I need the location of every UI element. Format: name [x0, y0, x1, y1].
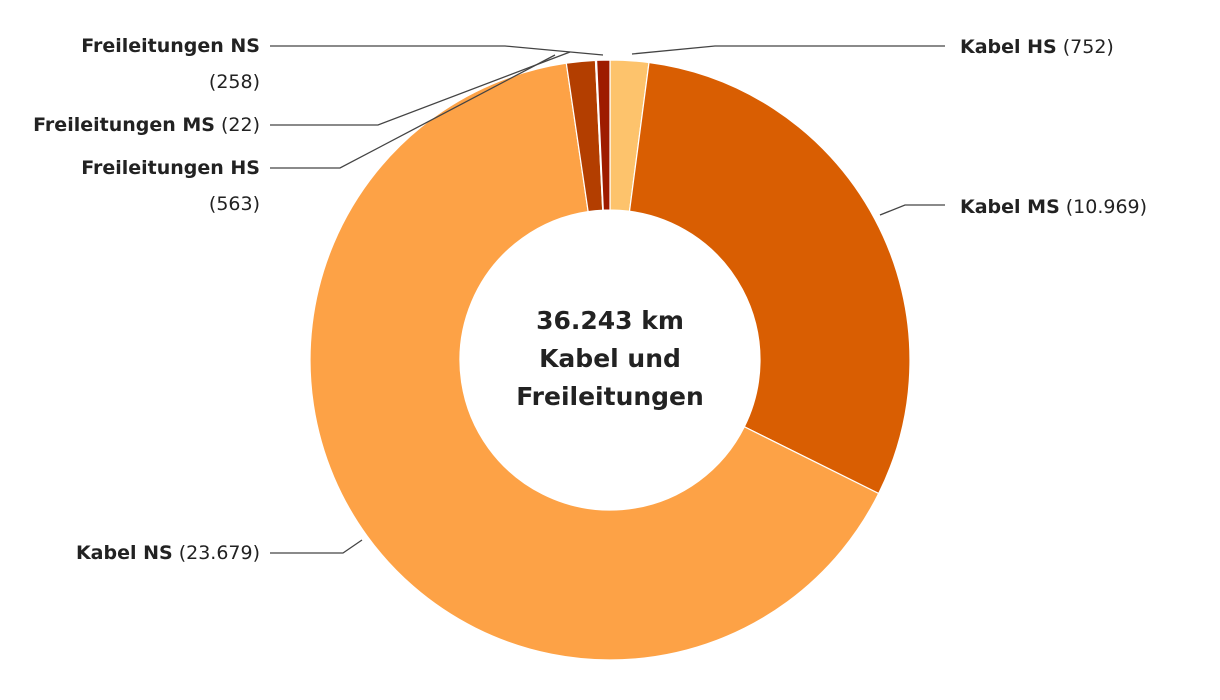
leader-line [270, 51, 571, 126]
slice-value: (22) [221, 114, 260, 136]
slice-label: Kabel MS (10.969) [960, 196, 1147, 218]
slice-label: Kabel NS (23.679) [76, 542, 260, 564]
leader-line [270, 539, 363, 554]
slice-value: (258) [209, 71, 260, 93]
slice-label: Freileitungen MS (22) [33, 114, 260, 136]
slice-value: (23.679) [179, 542, 260, 564]
leader-line [270, 45, 604, 56]
slice-name: Freileitungen MS [33, 114, 215, 136]
slice-name: Freileitungen HS [81, 157, 260, 179]
slice-name: Kabel MS [960, 196, 1060, 218]
slice-label: Kabel HS (752) [960, 36, 1114, 58]
center-label: Freileitungen [516, 382, 704, 411]
leader-line [879, 204, 945, 216]
leader-line [631, 45, 945, 55]
slice-name: Kabel NS [76, 542, 173, 564]
slice-name: Freileitungen NS [81, 35, 260, 57]
slice-value: (10.969) [1066, 196, 1147, 218]
slice [628, 61, 911, 495]
slice-label: Freileitungen NS (258) [81, 35, 260, 93]
center-label: Kabel und [539, 344, 681, 373]
slice-label: Freileitungen HS (563) [81, 157, 260, 215]
slice-name: Kabel HS [960, 36, 1057, 58]
slice-value: (563) [209, 193, 260, 215]
slice-value: (752) [1063, 36, 1114, 58]
slice [595, 59, 611, 211]
center-label: 36.243 km [536, 306, 684, 335]
leader-line [270, 54, 556, 169]
